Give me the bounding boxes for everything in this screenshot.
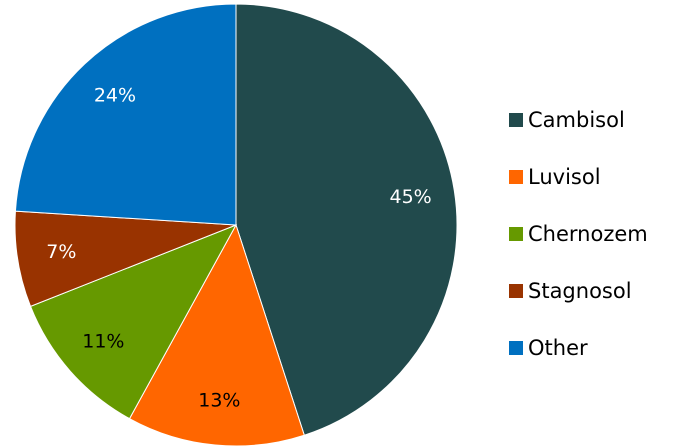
legend-label: Chernozem	[528, 222, 648, 246]
pie-slice	[235, 3, 458, 436]
legend-label: Stagnosol	[528, 279, 632, 303]
legend-label: Cambisol	[528, 108, 625, 132]
pie-slice	[128, 223, 305, 446]
data-label: 11%	[82, 330, 124, 352]
legend-label: Luvisol	[528, 165, 601, 189]
legend-swatch	[509, 284, 523, 298]
legend-label: Other	[528, 336, 588, 360]
pie-slice	[29, 224, 238, 420]
pie-slice	[14, 3, 237, 226]
data-label: 24%	[94, 85, 136, 107]
data-label: 7%	[46, 241, 76, 263]
data-label: 45%	[390, 186, 432, 208]
legend-swatch	[509, 227, 523, 241]
legend-swatch	[509, 113, 523, 127]
legend-swatch	[509, 341, 523, 355]
data-label: 13%	[198, 390, 240, 412]
legend-swatch	[509, 170, 523, 184]
